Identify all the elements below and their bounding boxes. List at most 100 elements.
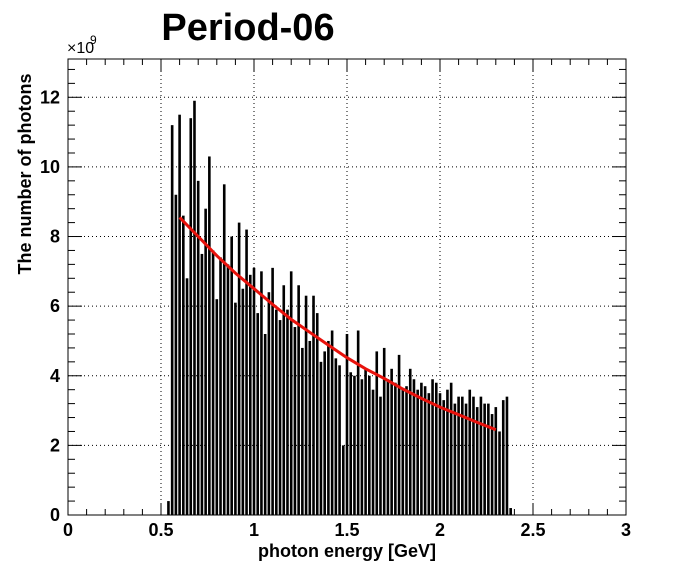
bar (312, 295, 315, 515)
bar (330, 330, 334, 515)
bar (505, 396, 509, 515)
y-tick-label: 12 (40, 87, 60, 107)
bar (304, 295, 308, 515)
bar (193, 100, 196, 515)
bar (278, 320, 282, 515)
bar (215, 299, 219, 515)
bar (226, 264, 230, 515)
bar (431, 379, 434, 515)
bar (464, 403, 468, 515)
bar (189, 118, 193, 516)
bar (434, 382, 438, 515)
fit-curve-group (178, 216, 497, 432)
bar (248, 274, 252, 515)
bar (446, 389, 449, 515)
bar (461, 396, 464, 515)
bar (472, 396, 475, 515)
ticks (67, 59, 627, 516)
x-tick-label: 2 (435, 520, 445, 540)
bar (442, 400, 446, 515)
bar (308, 340, 312, 515)
bar (479, 396, 483, 515)
bar (412, 379, 416, 515)
bar (490, 414, 494, 515)
bar (267, 292, 271, 515)
bar (167, 501, 170, 515)
bar (245, 229, 248, 515)
bar (252, 267, 256, 515)
bar (196, 180, 200, 515)
bar (501, 400, 505, 515)
x-tick-label: 1.5 (334, 520, 359, 540)
y-multiplier-exponent: 9 (90, 33, 97, 47)
bar (416, 389, 419, 515)
bar (375, 351, 379, 515)
bar (289, 271, 293, 515)
x-tick-label: 0 (63, 520, 73, 540)
bar (427, 393, 431, 515)
tick-labels: 0 0.5 1 1.5 2 2.5 3 0 2 4 6 8 10 12 (40, 87, 631, 540)
y-tick-label: 8 (50, 227, 60, 247)
bar (323, 351, 326, 515)
bar (420, 382, 423, 515)
bar (394, 382, 397, 515)
x-axis-label: photon energy [GeV] (258, 541, 436, 561)
bar (423, 386, 427, 515)
y-multiplier-base: ×10 (67, 40, 94, 57)
bar (438, 393, 442, 515)
grid (68, 59, 626, 515)
bar (475, 407, 479, 515)
bar (382, 347, 386, 515)
bar (260, 271, 263, 515)
bar (453, 403, 457, 515)
bar (293, 327, 297, 515)
bar (509, 508, 512, 515)
bar (457, 396, 460, 515)
bar (315, 313, 319, 515)
bar (222, 184, 226, 515)
bar (498, 431, 501, 515)
bar (338, 365, 341, 515)
bar (397, 354, 401, 515)
bar (286, 309, 289, 515)
bar (282, 285, 286, 515)
y-tick-label: 6 (50, 296, 60, 316)
x-tick-label: 2.5 (520, 520, 545, 540)
bar (379, 396, 382, 515)
bar (405, 386, 408, 515)
bar (301, 347, 304, 515)
bar (386, 379, 390, 515)
bar (182, 215, 185, 515)
bars (167, 100, 512, 516)
bar (275, 309, 278, 515)
y-tick-label: 2 (50, 435, 60, 455)
x-tick-label: 3 (621, 520, 631, 540)
bar (178, 114, 181, 516)
bar (390, 368, 393, 515)
bar (297, 285, 300, 515)
bar (319, 361, 323, 515)
bar (483, 403, 486, 515)
bar (356, 330, 360, 515)
bar (449, 382, 453, 515)
x-tick-label: 0.5 (148, 520, 173, 540)
y-tick-label: 0 (50, 505, 60, 525)
bar (234, 302, 237, 515)
bar (360, 379, 364, 515)
bar (263, 333, 267, 515)
bar (170, 125, 174, 516)
y-axis-label: The number of photons (15, 74, 35, 275)
bar (327, 340, 330, 515)
bar (401, 389, 405, 515)
y-tick-label: 10 (40, 157, 60, 177)
bar (349, 372, 353, 515)
bar (353, 375, 356, 515)
bar (487, 403, 490, 515)
fit-curve (178, 216, 497, 432)
bar (241, 288, 245, 515)
bar (334, 358, 338, 515)
bar (174, 194, 178, 515)
bar (494, 407, 498, 515)
bar (256, 313, 260, 515)
